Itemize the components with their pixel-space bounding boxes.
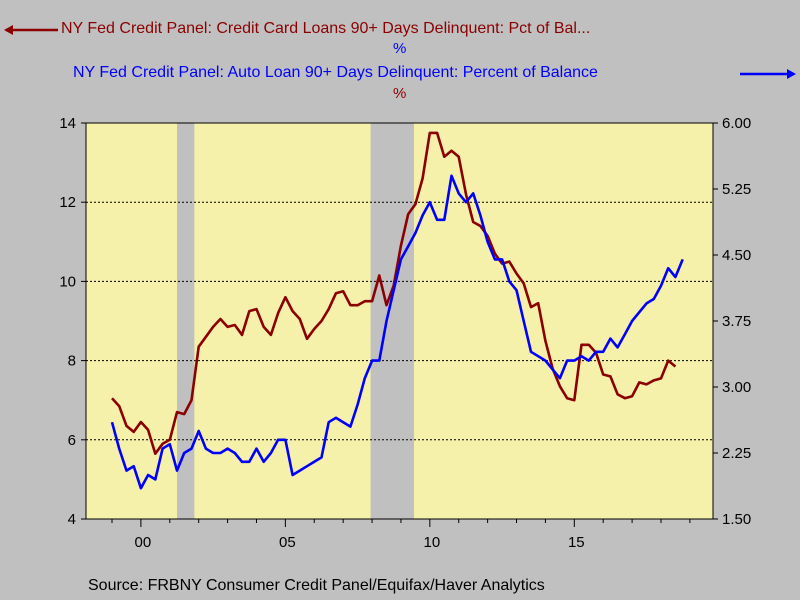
left-axis-tick-label: 6 [68,432,76,449]
source-note: Source: FRBNY Consumer Credit Panel/Equi… [88,577,545,594]
left-axis-tick-label: 14 [59,115,76,132]
right-axis-tick-label: 4.50 [722,247,751,264]
left-axis-tick-label: 8 [68,353,76,370]
left-axis-tick-label: 4 [68,511,76,528]
right-axis-tick-label: 3.00 [722,379,751,396]
right-axis-tick-label: 3.75 [722,313,751,330]
legend-unit-credit-card: % [393,40,407,57]
x-axis-tick-label: 05 [279,534,296,551]
right-axis-tick-label: 6.00 [722,115,751,132]
left-axis-tick-label: 12 [59,194,76,211]
legend-label-auto: NY Fed Credit Panel: Auto Loan 90+ Days … [73,64,598,81]
x-axis-tick-label: 10 [423,534,440,551]
recession-band [177,123,195,519]
right-axis-tick-label: 5.25 [722,181,751,198]
left-arrow-icon [4,25,58,35]
x-axis-tick-label: 00 [135,534,152,551]
legend-label-credit-card: NY Fed Credit Panel: Credit Card Loans 9… [61,20,591,37]
left-axis-tick-label: 10 [59,273,76,290]
right-axis-tick-label: 1.50 [722,511,751,528]
legend-unit-auto: % [393,85,407,102]
x-axis-tick-label: 15 [568,534,585,551]
recession-band [370,123,414,519]
right-axis-tick-label: 2.25 [722,445,751,462]
auto-loan-series-line [110,174,684,490]
right-arrow-icon [740,69,796,79]
